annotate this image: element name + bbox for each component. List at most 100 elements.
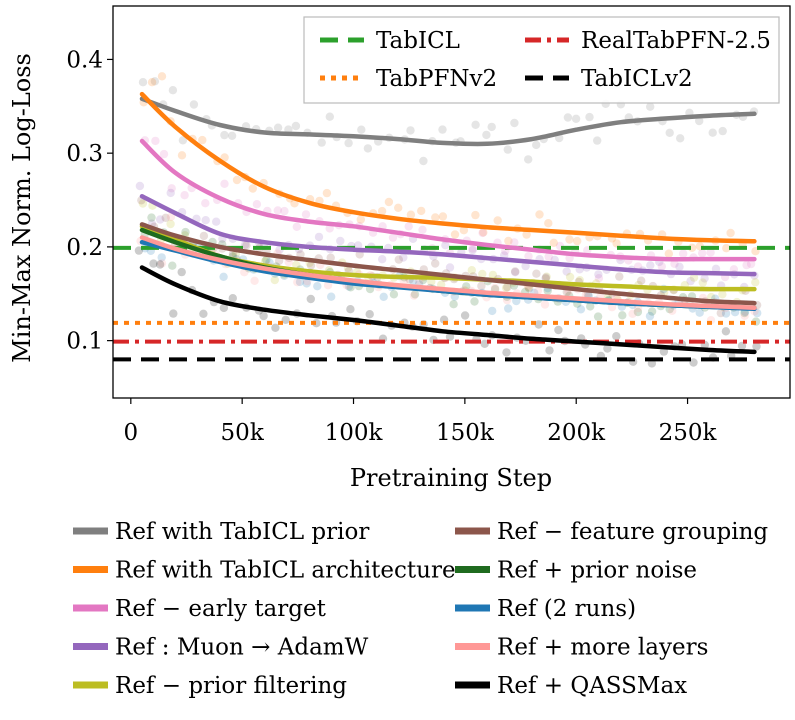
scatter-point — [441, 241, 450, 250]
y-axis-label: Min-Max Norm. Log-Loss — [8, 53, 36, 363]
scatter-point — [232, 175, 242, 185]
scatter-point — [646, 102, 655, 111]
scatter-point — [462, 282, 471, 291]
scatter-point — [618, 311, 627, 320]
scatter-point — [698, 249, 707, 258]
x-tick-label: 200k — [547, 420, 606, 446]
scatter-point — [524, 252, 533, 261]
scatter-point — [593, 136, 602, 145]
scatter-point — [668, 306, 677, 315]
scatter-point — [549, 238, 558, 247]
scatter-point — [346, 305, 355, 314]
scatter-point — [687, 243, 697, 252]
scatter-point — [199, 309, 208, 318]
scatter-point — [212, 217, 221, 226]
scatter-point — [377, 206, 387, 216]
scatter-point — [438, 212, 448, 221]
scatter-point — [166, 212, 176, 221]
scatter-point — [637, 276, 646, 285]
legend-label: Ref − prior filtering — [115, 673, 347, 699]
x-tick-label: 250k — [659, 420, 718, 446]
scatter-point — [468, 244, 477, 253]
x-tick-label: 150k — [436, 420, 495, 446]
scatter-point — [242, 241, 251, 250]
x-axis-ticks: 0 50k 100k 150k 200k 250k — [123, 398, 718, 446]
scatter-point — [404, 222, 413, 231]
scatter-point — [220, 179, 229, 188]
scatter-point — [470, 297, 479, 306]
scatter-point — [487, 122, 496, 132]
scatter-point — [665, 128, 674, 137]
scatter-point — [532, 140, 541, 150]
scatter-point — [532, 269, 541, 278]
scatter-point — [718, 126, 727, 136]
scatter-point — [313, 282, 322, 291]
scatter-point — [295, 277, 305, 287]
scatter-point — [576, 305, 586, 314]
legend-baselines: TabICL RealTabPFN-2.5 TabPFNv2 TabICLv2 — [303, 16, 780, 104]
scatter-point — [545, 346, 554, 355]
scatter-point — [252, 200, 262, 209]
scatter-point — [612, 332, 621, 341]
scatter-point — [262, 255, 271, 265]
legend-label: TabICL — [376, 28, 460, 54]
scatter-point — [752, 342, 761, 351]
scatter-point — [603, 344, 612, 353]
scatter-point — [388, 233, 398, 242]
scatter-point — [695, 116, 704, 126]
scatter-point — [544, 219, 553, 228]
scatter-point — [166, 219, 175, 229]
scatter-point — [157, 253, 166, 262]
legend-label: Ref (2 runs) — [497, 596, 636, 622]
scatter-point — [721, 327, 731, 336]
scatter-point — [201, 199, 210, 208]
scatter-point — [751, 278, 760, 287]
scatter-point — [479, 228, 488, 237]
scatter-point — [689, 358, 698, 367]
legend-label: Ref − early target — [115, 596, 327, 622]
scatter-point — [357, 125, 366, 134]
x-tick-label: 0 — [123, 420, 138, 446]
scatter-point — [450, 230, 460, 239]
legend-baselines-box — [303, 16, 780, 104]
scatter-point — [378, 255, 387, 264]
scatter-point — [336, 236, 345, 246]
legend-label: Ref + prior noise — [497, 558, 697, 584]
scatter-point — [138, 78, 148, 87]
scatter-point — [460, 311, 470, 320]
series-line — [139, 96, 757, 147]
scatter-point — [490, 283, 500, 293]
scatter-point — [271, 323, 280, 332]
scatter-point — [467, 266, 476, 275]
scatter-point — [323, 281, 333, 290]
scatter-point — [356, 215, 365, 224]
scatter-point — [394, 203, 403, 212]
scatter-point — [445, 263, 455, 272]
scatter-point — [293, 278, 302, 287]
scatter-point — [147, 213, 156, 222]
scatter-point — [417, 206, 426, 216]
series-line — [139, 91, 757, 244]
scatter-point — [406, 126, 415, 135]
scatter-point — [504, 236, 513, 246]
scatter-point — [147, 78, 157, 87]
scatter-point — [159, 149, 169, 159]
scatter-point — [220, 153, 229, 162]
scatter-point — [292, 222, 301, 231]
scatter-point — [240, 268, 249, 277]
scatter-point — [228, 294, 237, 303]
scatter-point — [543, 286, 552, 295]
legend-label: Ref with TabICL architecture — [115, 558, 456, 584]
legend-label: Ref + more layers — [497, 635, 708, 661]
scatter-point — [248, 184, 257, 193]
scatter-point — [291, 121, 301, 131]
scatter-point — [166, 188, 175, 198]
scatter-point — [676, 134, 685, 143]
scatter-point — [718, 290, 727, 299]
scatter-point — [740, 308, 749, 318]
scatter-point — [482, 130, 491, 140]
series-line — [139, 222, 757, 306]
scatter-point — [168, 261, 177, 270]
scatter-point — [270, 275, 279, 285]
scatter-point — [326, 253, 335, 262]
